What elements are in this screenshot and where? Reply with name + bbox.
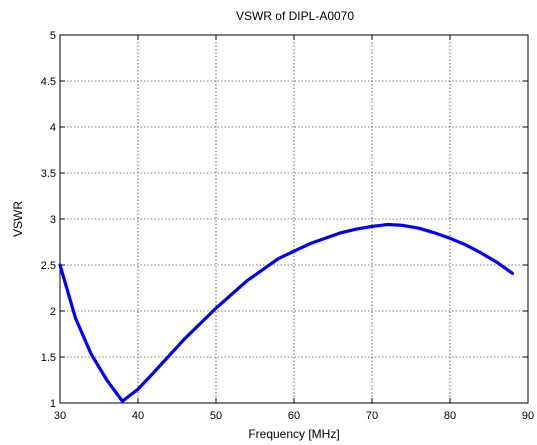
grid-lines	[60, 35, 528, 403]
x-tick-label: 50	[210, 410, 222, 422]
vswr-series-line	[58, 222, 515, 403]
y-tick-label: 2.5	[41, 260, 56, 272]
y-tick-label: 3	[50, 214, 56, 226]
y-tick-label: 4	[50, 122, 56, 134]
y-tick-label: 1	[50, 398, 56, 410]
y-tick-label: 4.5	[41, 76, 56, 88]
x-tick-labels: 30 40 50 60 70 80 90	[54, 410, 534, 422]
y-axis-label: VSWR	[11, 201, 25, 237]
series-layer	[58, 222, 515, 403]
y-tick-label: 5	[50, 30, 56, 42]
x-tick-label: 40	[132, 410, 144, 422]
x-tick-label: 60	[288, 410, 300, 422]
y-tick-label: 3.5	[41, 168, 56, 180]
x-axis-label: Frequency [MHz]	[248, 427, 339, 441]
x-tick-label: 70	[366, 410, 378, 422]
y-tick-label: 1.5	[41, 352, 56, 364]
x-tick-label: 80	[444, 410, 456, 422]
chart-title: VSWR of DIPL-A0070	[236, 9, 354, 23]
axis-ticks	[59, 34, 529, 404]
x-tick-label: 90	[522, 410, 534, 422]
y-tick-labels: 1 1.5 2 2.5 3 3.5 4 4.5 5	[41, 30, 56, 410]
x-tick-label: 30	[54, 410, 66, 422]
y-tick-label: 2	[50, 306, 56, 318]
